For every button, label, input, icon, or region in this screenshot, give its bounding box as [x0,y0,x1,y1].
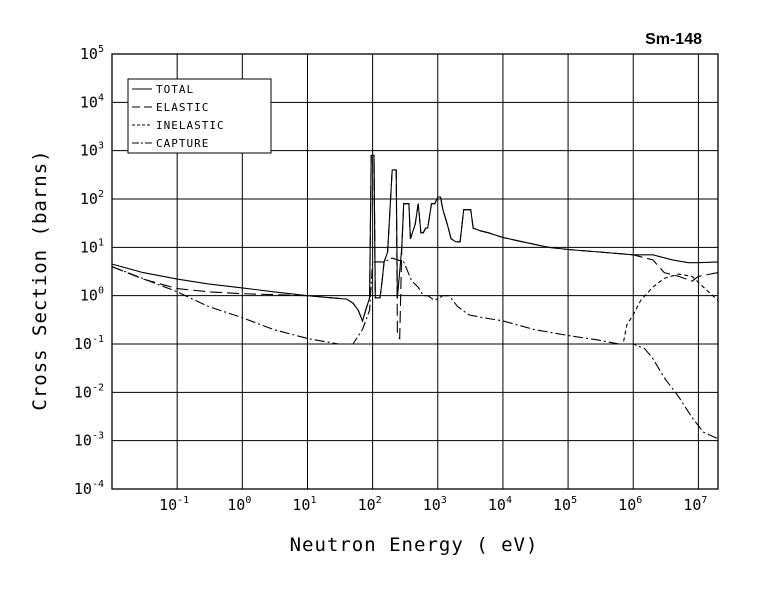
x-tick-label: 100 [227,495,251,514]
y-axis-ticks: 10-4 10-3 10-2 10-1 100 101 102 103 104 105 [74,44,104,498]
legend-box [127,78,272,154]
x-tick-label: 104 [488,495,512,514]
x-tick-label: 102 [358,495,382,514]
x-axis-title: Neutron Energy ( eV) [290,534,539,556]
series-group [112,154,718,440]
series-capture-line [112,257,718,440]
y-axis-title: Cross Section (barns) [29,149,51,410]
y-tick-label: 104 [80,92,104,111]
legend: TOTAL ELASTIC INELASTIC CAPTURE [127,78,272,154]
x-tick-label: 107 [683,495,707,514]
chart-title: Sm-148 [645,31,702,48]
y-tick-label: 10-2 [74,382,104,401]
x-axis-ticks: 10-1 100 101 102 103 104 105 106 107 [159,495,707,514]
y-tick-label: 102 [80,189,104,208]
series-inelastic-line [618,273,718,345]
y-tick-label: 101 [80,237,104,256]
legend-label-inelastic: INELASTIC [156,119,225,132]
y-tick-label: 103 [80,141,104,160]
legend-label-total: TOTAL [156,83,194,96]
x-tick-label: 103 [423,495,447,514]
plot-frame [111,53,719,490]
y-tick-label: 10-1 [74,334,104,353]
legend-label-capture: CAPTURE [156,137,209,150]
y-tick-label: 100 [80,286,104,305]
y-tick-label: 105 [80,44,104,63]
legend-label-elastic: ELASTIC [156,101,209,114]
series-elastic-line [112,154,718,341]
x-tick-label: 105 [553,495,577,514]
x-tick-label: 10-1 [159,495,189,514]
x-tick-label: 106 [618,495,642,514]
x-tick-label: 101 [292,495,316,514]
y-tick-label: 10-4 [74,479,104,498]
y-tick-label: 10-3 [74,431,104,450]
